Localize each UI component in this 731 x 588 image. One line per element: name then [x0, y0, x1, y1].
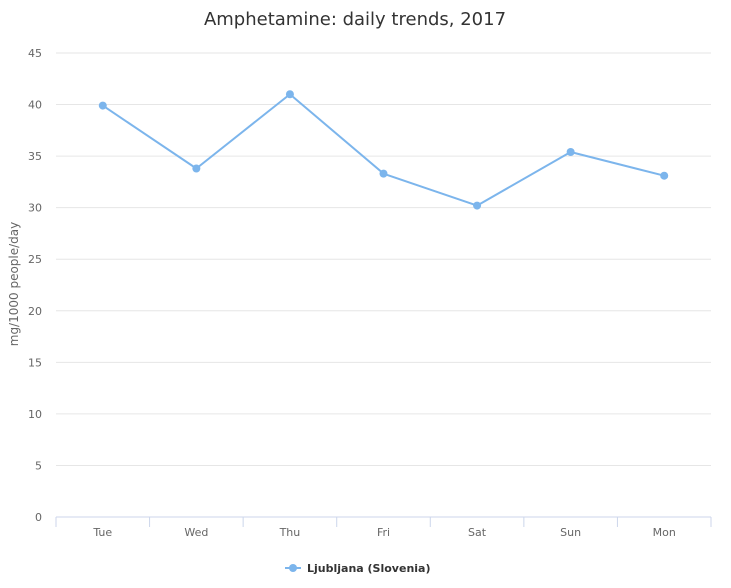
data-point[interactable] [379, 169, 388, 178]
legend[interactable]: Ljubljana (Slovenia) [285, 562, 431, 575]
x-tick-label: Tue [92, 526, 112, 539]
x-tick-label: Sun [560, 526, 581, 539]
y-tick-label: 5 [35, 459, 42, 472]
y-tick-label: 45 [28, 47, 42, 60]
series-line [102, 93, 665, 207]
series-group [98, 90, 669, 210]
data-point[interactable] [473, 201, 482, 210]
y-axis-label: mg/1000 people/day [7, 222, 21, 347]
x-tick-label: Thu [279, 526, 301, 539]
gridlines [56, 52, 711, 466]
y-tick-label: 10 [28, 408, 42, 421]
legend-symbol-marker [289, 564, 297, 572]
y-tick-label: 40 [28, 99, 42, 112]
y-axis-ticks: 0 5 10 15 20 25 30 35 40 45 [28, 47, 42, 524]
y-tick-label: 30 [28, 202, 42, 215]
x-tick-label: Wed [184, 526, 208, 539]
y-tick-label: 15 [28, 356, 42, 369]
legend-item-label[interactable]: Ljubljana (Slovenia) [307, 562, 431, 575]
x-axis: Tue Wed Thu Fri Sat Sun Mon [55, 516, 712, 539]
data-point[interactable] [566, 147, 575, 156]
data-point[interactable] [285, 90, 294, 99]
y-tick-label: 25 [28, 253, 42, 266]
chart-title: Amphetamine: daily trends, 2017 [204, 9, 506, 30]
y-tick-label: 0 [35, 511, 42, 524]
data-point[interactable] [98, 101, 107, 110]
y-tick-label: 35 [28, 150, 42, 163]
x-tick-label: Fri [377, 526, 390, 539]
y-tick-label: 20 [28, 305, 42, 318]
x-tick-label: Sat [468, 526, 487, 539]
data-point[interactable] [192, 164, 201, 173]
data-point[interactable] [660, 171, 669, 180]
x-tick-label: Mon [653, 526, 676, 539]
